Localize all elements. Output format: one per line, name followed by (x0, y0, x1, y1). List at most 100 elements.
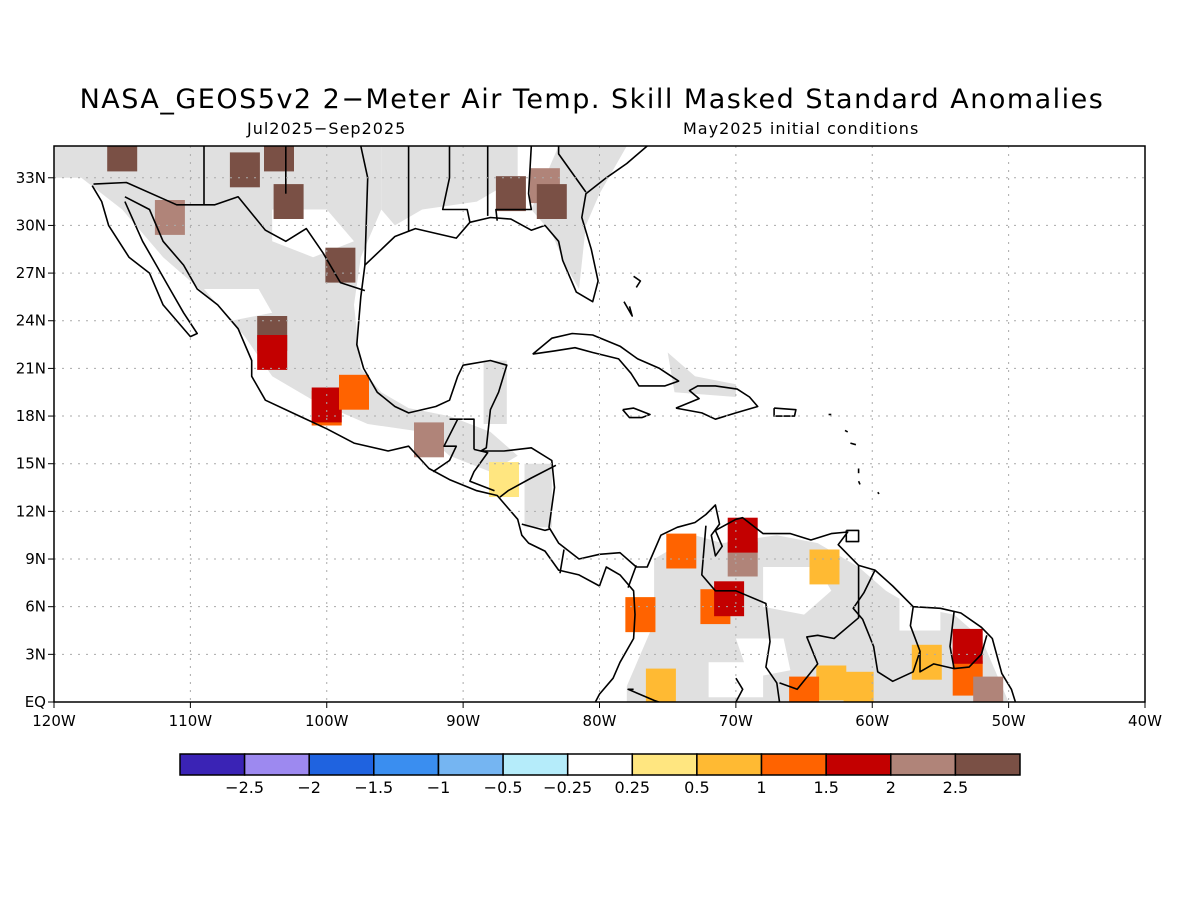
coastline-segment (499, 464, 557, 498)
lon-tick-label: 110W (169, 712, 213, 730)
colorbar-label: −0.5 (484, 778, 523, 797)
skill-mask-region (667, 352, 736, 397)
coastline-segment (877, 491, 880, 495)
lon-tick-label: 90W (446, 712, 480, 730)
coastline-segment (701, 525, 781, 702)
colorbar-bin (437, 753, 504, 776)
lon-tick-label: 100W (305, 712, 349, 730)
colorbar-label: −2.5 (225, 778, 264, 797)
coastline-segment (93, 181, 366, 292)
skill-mask-region (524, 463, 552, 528)
anomaly-cell (809, 549, 840, 585)
lon-tick-label: 70W (719, 712, 753, 730)
anomaly-cell (414, 422, 444, 458)
colorbar-label: −1.5 (354, 778, 393, 797)
anomaly-cell (273, 184, 304, 219)
lat-tick-label: 12N (16, 502, 46, 520)
coastline-segment (845, 529, 860, 543)
colorbar: −2.5 −2 −1.5 −1 −0.5 −0.25 0.25 0.5 1 1.5 2 2.5 (179, 753, 1021, 797)
coastline-segment (521, 523, 551, 532)
coastline-segment (622, 407, 651, 419)
axis-labels: 120W 110W 100W 90W 80W 70W 60W 50W 40W EQ 3N 6N 9N 12… (16, 169, 1162, 730)
colorbar-label: 2.5 (943, 778, 968, 797)
anomaly-cell (973, 676, 1004, 702)
coastline-segment (954, 635, 988, 670)
colorbar-bin (502, 753, 569, 776)
coastline-segment (675, 385, 759, 420)
anomaly-cell (489, 462, 519, 497)
anomaly-cell (816, 665, 847, 701)
anomaly-cell (264, 146, 294, 172)
coastline-segment (441, 146, 471, 223)
anomaly-cell (107, 146, 138, 172)
colorbar-label: −0.25 (543, 778, 592, 797)
coastline-segment (449, 418, 475, 450)
colorbar-bin (954, 753, 1021, 776)
lon-tick-label: 60W (855, 712, 889, 730)
coastline-segment (623, 301, 633, 317)
skill-mask-region (483, 360, 507, 424)
colorbar-label: 0.5 (684, 778, 709, 797)
unmasked-area (899, 598, 941, 631)
coastline-segment (919, 611, 955, 673)
lat-tick-label: 18N (16, 407, 46, 425)
colorbar-bin (308, 753, 375, 776)
colorbar-bin (696, 753, 763, 776)
lat-tick-label: EQ (25, 693, 46, 711)
coastline-segment (559, 549, 565, 574)
lat-tick-label: 6N (25, 598, 46, 616)
colorbar-bin (825, 753, 892, 776)
coastline-segment (627, 688, 662, 702)
lat-tick-label: 33N (16, 169, 46, 187)
coastline-segment (735, 677, 744, 702)
initial-conditions: May2025 initial conditions (683, 119, 920, 138)
graticule (54, 146, 1145, 702)
unmasked-area (272, 209, 354, 258)
anomaly-cells-layer (107, 146, 1004, 702)
anomaly-cell (229, 152, 260, 188)
colorbar-bin (890, 753, 957, 776)
lat-tick-label: 27N (16, 264, 46, 282)
anomaly-cell (536, 184, 567, 219)
anomaly-cell (257, 335, 288, 370)
map-title: NASA_GEOS5v2 2−Meter Air Temp. Skill Mas… (79, 84, 1105, 115)
coastline-segment (469, 448, 495, 492)
colorbar-bin (760, 753, 827, 776)
anomaly-cell (311, 387, 342, 423)
coastline-segment (633, 275, 642, 288)
colorbar-label: −2 (297, 778, 321, 797)
skill-mask-region (381, 146, 518, 226)
coastline-segment (779, 565, 860, 691)
forecast-period: Jul2025−Sep2025 (247, 119, 407, 138)
colorbar-label: 0.25 (614, 778, 650, 797)
coastline-segment (844, 429, 849, 433)
coastline-segment (532, 332, 680, 387)
coastline-segment (627, 565, 638, 588)
anomaly-cell (495, 176, 526, 212)
colorbar-label: −1 (427, 778, 451, 797)
colorbar-bin (566, 753, 634, 776)
colorbar-bin (179, 753, 246, 776)
colorbar-label: 1 (756, 778, 766, 797)
lat-tick-label: 24N (16, 312, 46, 330)
coastline-segment (91, 185, 198, 338)
colorbar-bin (243, 753, 310, 776)
coastline-segment (557, 146, 587, 193)
axis-ticks (48, 177, 1146, 708)
coastline-segment (857, 480, 861, 485)
coastline-segment (773, 407, 797, 417)
colorbar-bin (631, 753, 698, 776)
lat-tick-label: 9N (25, 550, 46, 568)
colorbar-label: 2 (886, 778, 896, 797)
anomaly-cell (645, 668, 676, 702)
lon-tick-label: 120W (32, 712, 76, 730)
unmasked-area (708, 662, 764, 698)
coastline-segment (356, 146, 1017, 702)
anomaly-cell (727, 517, 758, 553)
coastlines-layer (91, 146, 1017, 702)
anomaly-cell (714, 581, 745, 617)
lon-tick-label: 40W (1128, 712, 1162, 730)
coastline-segment (364, 146, 648, 303)
anomaly-cell (843, 671, 874, 702)
coastline-segment (852, 569, 921, 683)
